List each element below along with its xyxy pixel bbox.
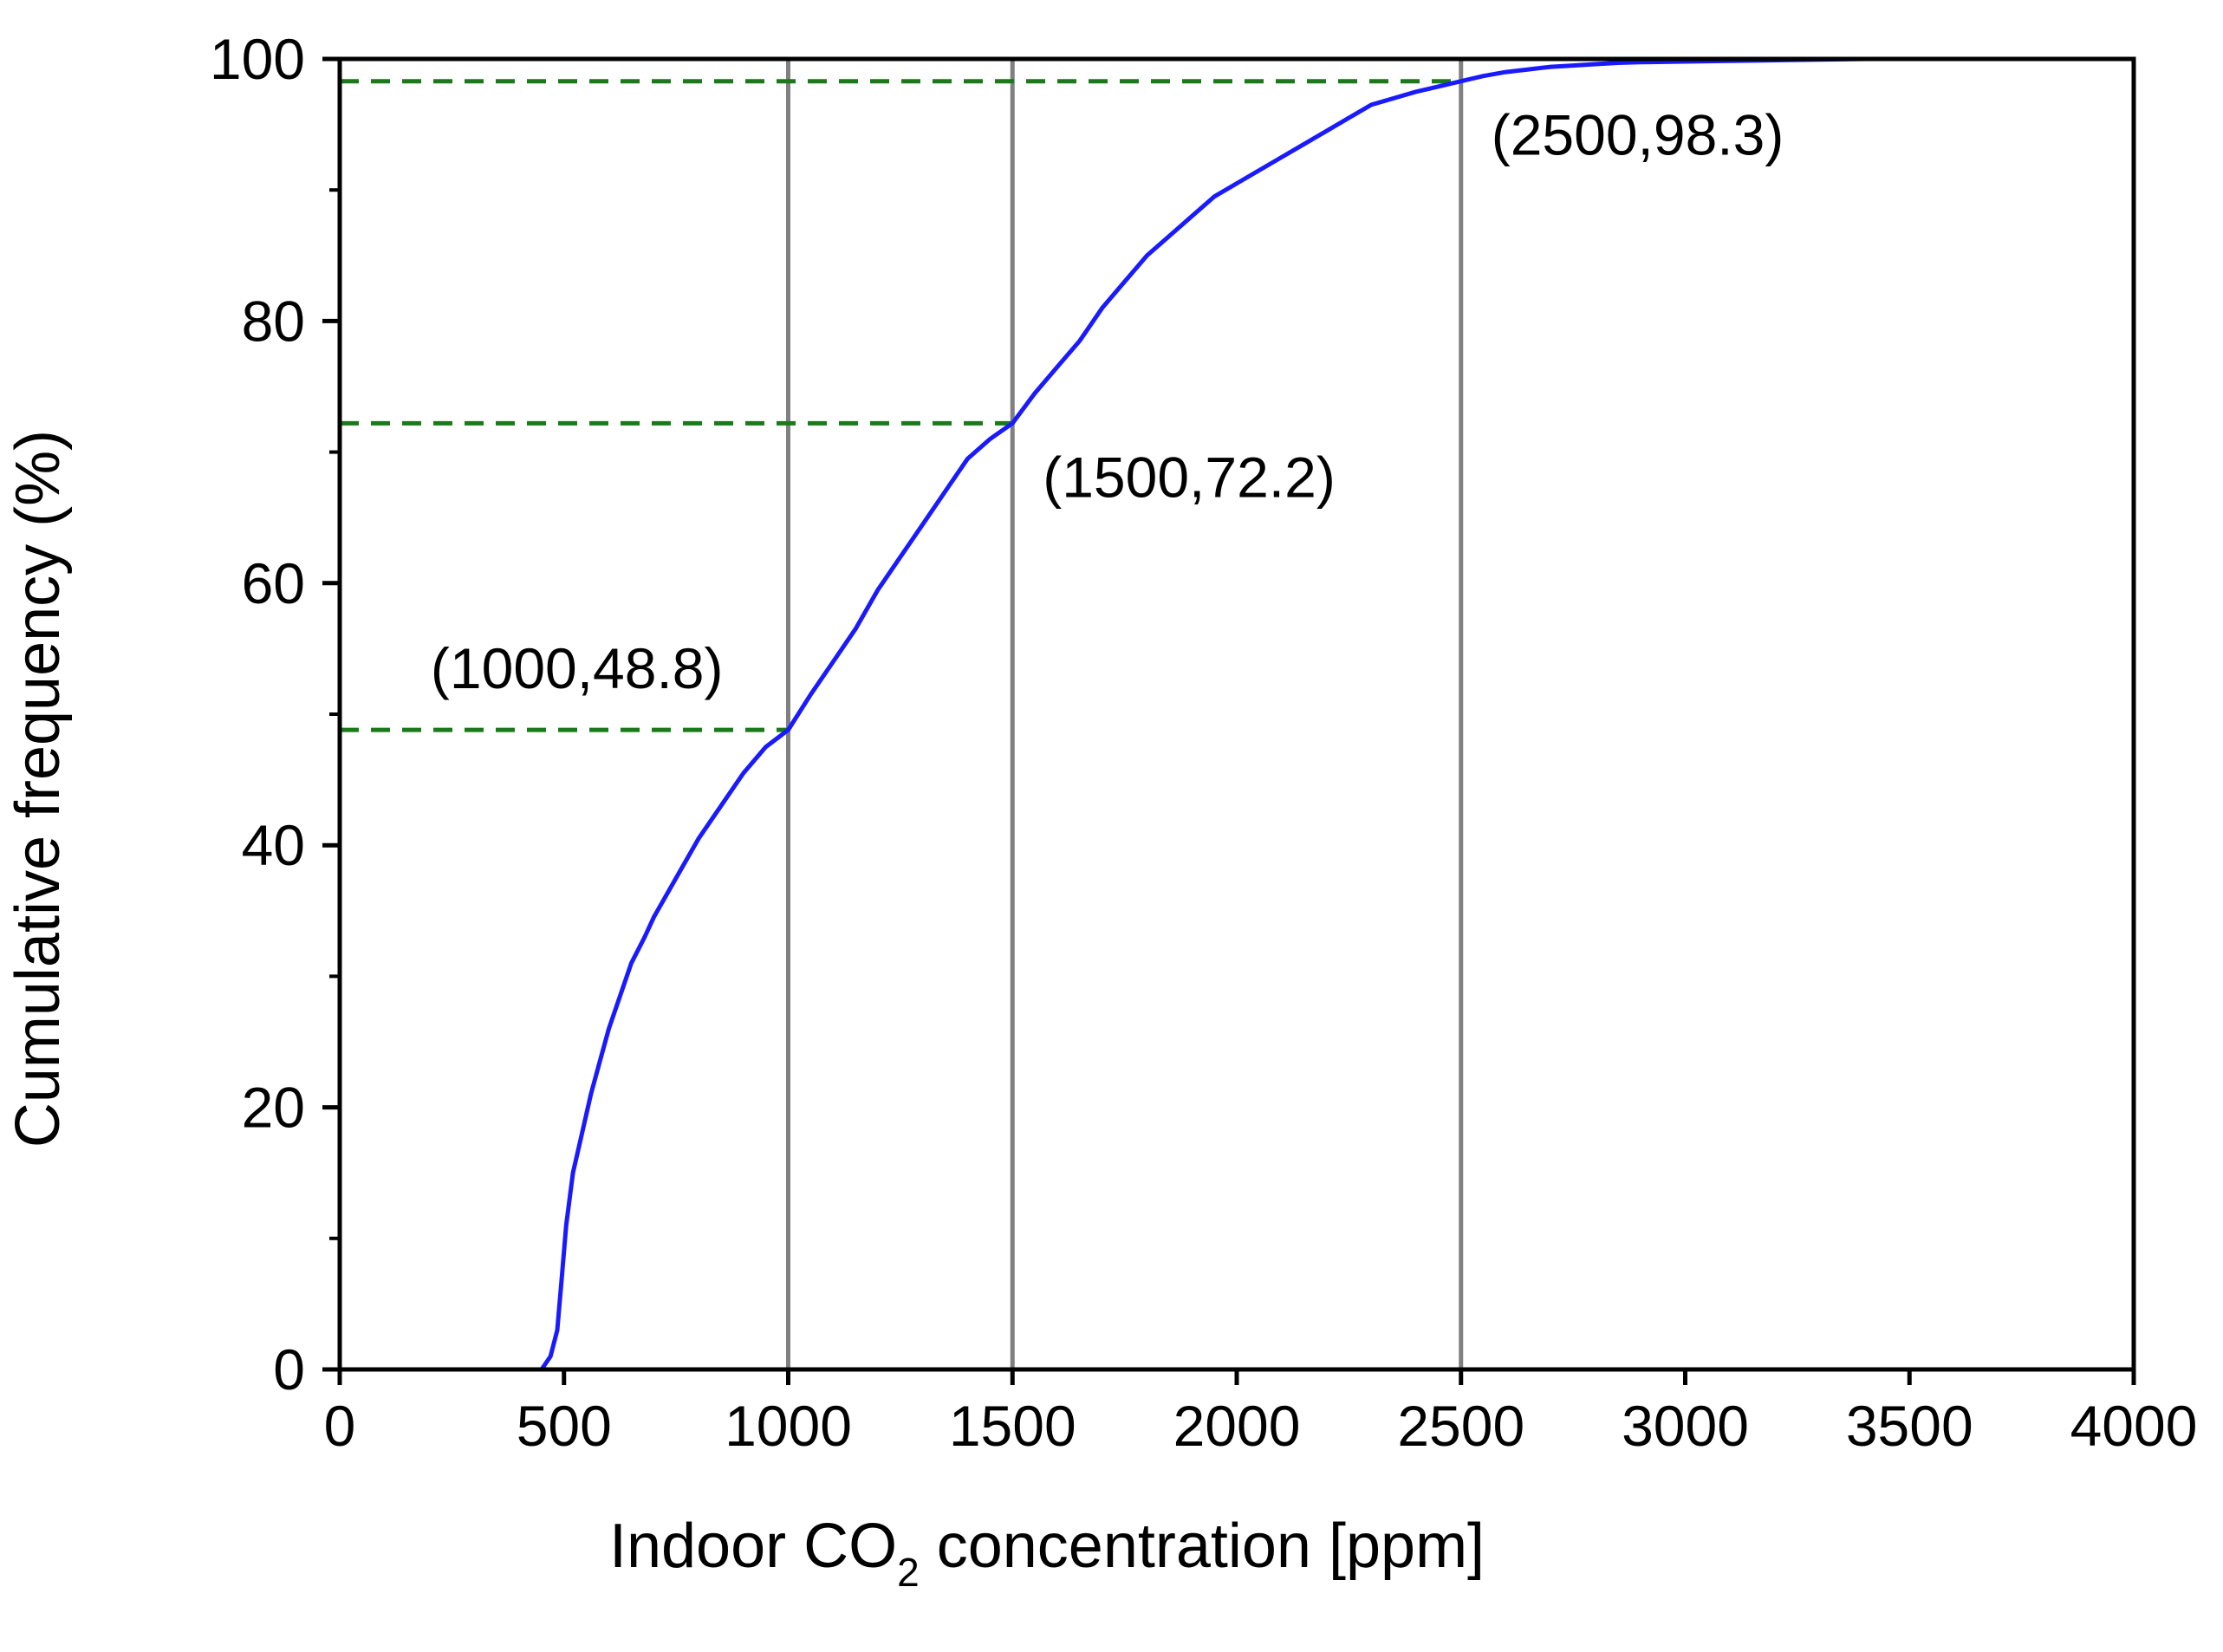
y-tick-label-40: 40 [242, 813, 305, 877]
x-tick-label-3000: 3000 [1622, 1394, 1749, 1458]
annotation-2: (2500,98.3) [1492, 103, 1784, 167]
y-tick-label-80: 80 [242, 289, 305, 353]
annotation-1: (1500,72.2) [1043, 445, 1336, 509]
x-tick-label-1000: 1000 [725, 1394, 852, 1458]
x-tick-label-0: 0 [324, 1394, 356, 1458]
x-tick-label-1500: 1500 [949, 1394, 1076, 1458]
x-axis-title: Indoor CO2 concentration [ppm] [609, 1512, 1485, 1595]
x-tick-label-3500: 3500 [1846, 1394, 1973, 1458]
y-tick-label-20: 20 [242, 1076, 305, 1140]
x-axis-title-suffix: concentration [ppm] [920, 1512, 1485, 1581]
x-tick-label-500: 500 [517, 1394, 612, 1458]
x-tick-label-4000: 4000 [2070, 1394, 2198, 1458]
x-tick-label-2500: 2500 [1397, 1394, 1524, 1458]
y-tick-label-100: 100 [210, 27, 305, 91]
annotation-0: (1000,48.8) [431, 636, 724, 700]
x-axis-title-subscript: 2 [897, 1550, 920, 1595]
series-line-0 [539, 56, 1867, 1372]
y-tick-label-60: 60 [242, 551, 305, 615]
plot-frame [337, 56, 2136, 1372]
y-tick-label-0: 0 [273, 1337, 305, 1402]
y-axis-title: Cumulative frequency (%) [3, 430, 73, 1148]
x-tick-label-2000: 2000 [1173, 1394, 1301, 1458]
plot-area: 0 500 1000 1500 2000 2500 3000 3500 4000 0 20 40 60 8… [210, 27, 2198, 1458]
x-axis-title-main: Indoor CO [609, 1512, 897, 1581]
